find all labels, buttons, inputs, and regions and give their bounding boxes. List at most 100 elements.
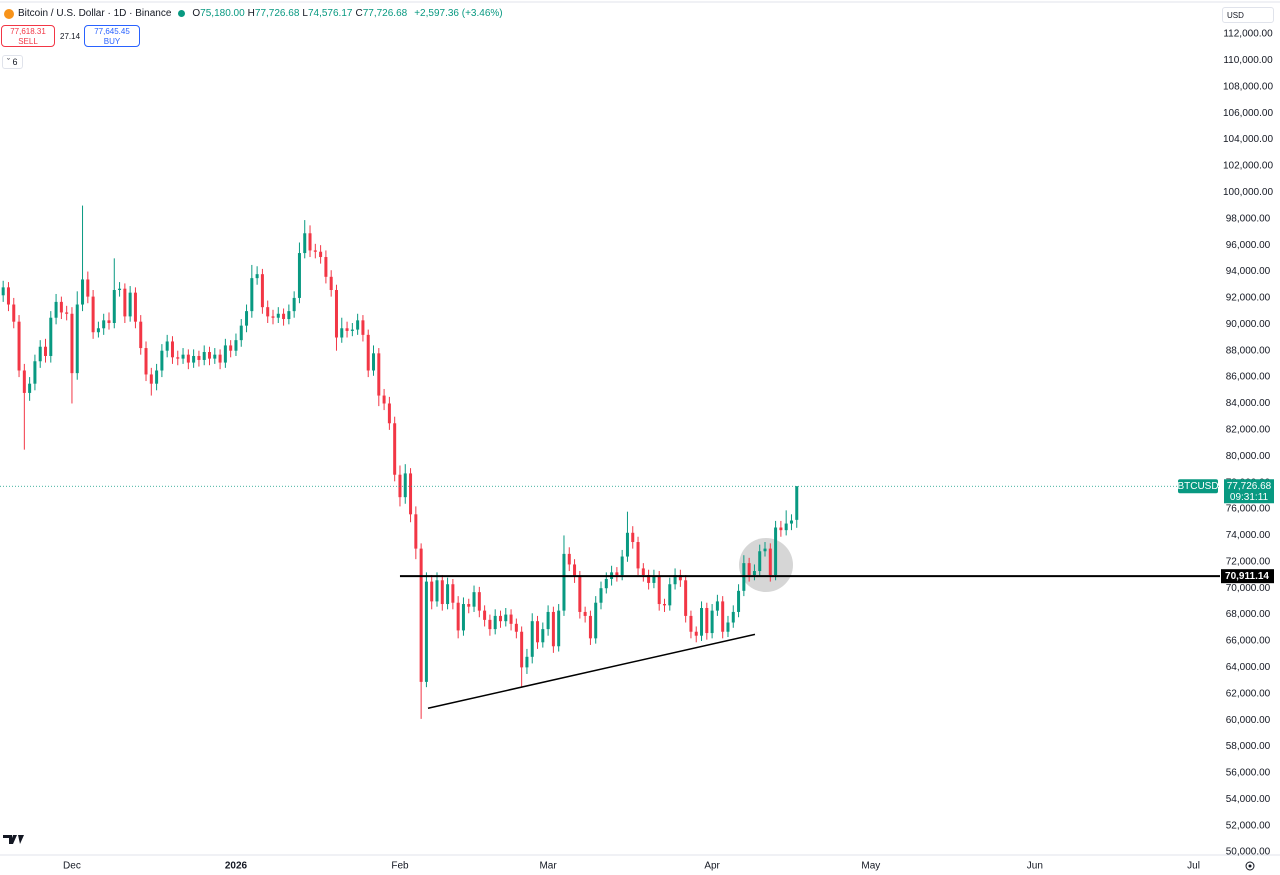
- candle-body: [276, 313, 280, 318]
- candle-body: [525, 656, 529, 668]
- candle-body: [673, 575, 677, 585]
- candle-body: [615, 572, 619, 576]
- candle-body: [546, 611, 550, 630]
- candle-body: [292, 297, 296, 312]
- y-tick-label: 98,000.00: [1226, 213, 1271, 224]
- y-tick-label: 90,000.00: [1226, 319, 1271, 330]
- candle-body: [419, 548, 423, 682]
- candle-body: [340, 328, 344, 338]
- candle-body: [784, 523, 788, 531]
- candle-body: [43, 346, 47, 356]
- candle-body: [366, 334, 370, 371]
- candle-body: [573, 564, 577, 577]
- candle-body: [81, 279, 85, 305]
- coin-logo: [4, 8, 14, 19]
- buy-price: 77,645.45: [94, 27, 130, 36]
- ohlc-value: 77,726.68: [254, 8, 300, 19]
- candle-body: [70, 313, 74, 374]
- candle-body: [372, 353, 376, 371]
- trendline: [427, 633, 756, 709]
- candle-body: [625, 532, 629, 557]
- candle-body: [170, 341, 174, 358]
- candle-body: [165, 341, 169, 351]
- y-tick-label: 72,000.00: [1226, 556, 1271, 567]
- candle-body: [382, 395, 386, 404]
- last-price-tag: [1224, 479, 1274, 504]
- candle-body: [694, 631, 698, 636]
- y-tick-label: 60,000.00: [1226, 715, 1271, 726]
- candle-body: [731, 611, 735, 623]
- candle-body: [451, 584, 455, 603]
- candle-body: [186, 354, 190, 363]
- candle-body: [155, 370, 159, 384]
- candle-body: [17, 321, 21, 371]
- y-tick-label: 50,000.00: [1226, 847, 1271, 858]
- candle-body: [107, 320, 111, 323]
- y-tick-label: 82,000.00: [1226, 425, 1271, 436]
- candle-body: [112, 290, 116, 323]
- candle-body: [594, 602, 598, 639]
- candle-body: [229, 345, 233, 351]
- candle-body: [768, 548, 772, 576]
- currency-select[interactable]: USD: [1222, 7, 1274, 23]
- candle-body: [144, 348, 148, 375]
- y-tick-label: 106,000.00: [1223, 108, 1273, 119]
- candle-body: [583, 611, 587, 616]
- candle-body: [678, 575, 682, 581]
- candle-body: [715, 601, 719, 611]
- candle-body: [631, 532, 635, 543]
- candle-body: [149, 374, 153, 384]
- ohlc-key: H: [247, 8, 255, 19]
- candle-body: [377, 353, 381, 396]
- y-tick-label: 56,000.00: [1226, 768, 1271, 779]
- candle-body: [176, 357, 180, 359]
- y-tick-label: 86,000.00: [1226, 372, 1271, 383]
- level-label: 70,911.14: [1225, 571, 1269, 582]
- candle-body: [599, 588, 603, 603]
- candle-body: [102, 320, 106, 329]
- candle-body: [266, 307, 270, 317]
- candle-body: [752, 571, 756, 576]
- settings-icon[interactable]: [1245, 861, 1255, 871]
- candle-body: [430, 581, 434, 602]
- candle-body: [604, 578, 608, 589]
- candle-body: [520, 631, 524, 668]
- indicators-toggle[interactable]: ˇ 6: [2, 55, 23, 69]
- candle-body: [530, 621, 534, 657]
- candle-body: [1, 287, 5, 296]
- y-tick-label: 64,000.00: [1226, 662, 1271, 673]
- candle-body: [118, 288, 122, 291]
- candle-body: [160, 350, 164, 371]
- candle-body: [456, 602, 460, 631]
- candle-body: [6, 287, 10, 305]
- candle-body: [54, 301, 58, 318]
- candle-body: [28, 383, 32, 393]
- candle-body: [181, 354, 185, 359]
- level-tag: [1221, 569, 1274, 584]
- candle-body: [297, 253, 301, 298]
- candle-body: [255, 274, 259, 279]
- y-tick-label: 66,000.00: [1226, 636, 1271, 647]
- candle-body: [461, 604, 465, 631]
- candle-body: [260, 274, 264, 308]
- candle-body: [668, 584, 672, 606]
- candle-body: [49, 317, 53, 356]
- y-tick-label: 80,000.00: [1226, 451, 1271, 462]
- candle-body: [218, 354, 222, 363]
- ohlc-key: C: [355, 8, 363, 19]
- candle-body: [197, 355, 201, 360]
- candle-body: [493, 615, 497, 630]
- candle-body: [467, 604, 471, 607]
- sell-button[interactable]: 77,618.31 SELL: [1, 25, 55, 47]
- candle-body: [647, 575, 651, 583]
- candle-body: [409, 473, 413, 515]
- candle-body: [303, 233, 307, 254]
- candle-body: [65, 312, 69, 314]
- candle-body: [223, 345, 227, 363]
- candle-body: [662, 604, 666, 606]
- candle-body: [758, 551, 762, 572]
- candle-body: [710, 610, 714, 634]
- buy-button[interactable]: 77,645.45 BUY: [84, 25, 140, 47]
- y-tick-label: 68,000.00: [1226, 609, 1271, 620]
